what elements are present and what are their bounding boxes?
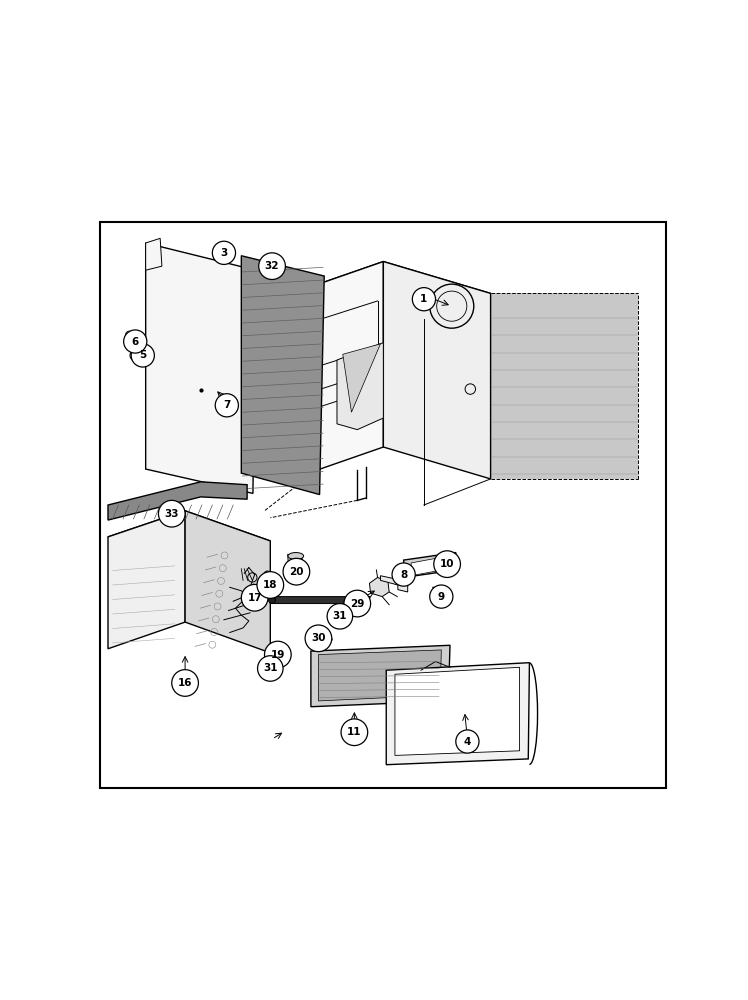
Text: 33: 33 bbox=[165, 509, 179, 519]
Polygon shape bbox=[337, 343, 383, 430]
Text: 4: 4 bbox=[464, 737, 471, 747]
Circle shape bbox=[305, 625, 332, 652]
Circle shape bbox=[212, 241, 236, 264]
Text: 9: 9 bbox=[438, 592, 445, 602]
Ellipse shape bbox=[288, 553, 304, 559]
Text: 6: 6 bbox=[132, 337, 139, 347]
Circle shape bbox=[429, 585, 453, 608]
Text: 31: 31 bbox=[263, 663, 278, 673]
Text: 20: 20 bbox=[289, 567, 304, 577]
Polygon shape bbox=[146, 243, 256, 493]
Circle shape bbox=[123, 330, 147, 353]
Circle shape bbox=[327, 604, 352, 629]
Text: 10: 10 bbox=[440, 559, 454, 569]
Polygon shape bbox=[288, 554, 304, 577]
Circle shape bbox=[259, 253, 286, 279]
Text: 18: 18 bbox=[263, 580, 278, 590]
Circle shape bbox=[392, 563, 415, 586]
Ellipse shape bbox=[269, 597, 275, 604]
Polygon shape bbox=[343, 344, 381, 412]
Circle shape bbox=[215, 394, 239, 417]
Circle shape bbox=[412, 288, 435, 311]
Polygon shape bbox=[316, 262, 383, 470]
Polygon shape bbox=[311, 645, 450, 707]
Circle shape bbox=[257, 572, 283, 598]
Polygon shape bbox=[411, 556, 448, 576]
Text: 5: 5 bbox=[139, 350, 147, 360]
Polygon shape bbox=[381, 576, 408, 592]
Circle shape bbox=[434, 551, 461, 577]
Polygon shape bbox=[146, 238, 162, 270]
Polygon shape bbox=[316, 262, 491, 319]
Circle shape bbox=[341, 719, 368, 746]
Polygon shape bbox=[272, 597, 370, 604]
Text: 29: 29 bbox=[350, 599, 364, 609]
Circle shape bbox=[456, 730, 479, 753]
Text: 17: 17 bbox=[248, 593, 262, 603]
Polygon shape bbox=[108, 511, 270, 567]
Polygon shape bbox=[108, 511, 185, 649]
Circle shape bbox=[265, 641, 291, 668]
Polygon shape bbox=[386, 663, 530, 765]
Text: 1: 1 bbox=[420, 294, 428, 304]
Circle shape bbox=[242, 584, 268, 611]
Text: 16: 16 bbox=[178, 678, 192, 688]
Polygon shape bbox=[404, 553, 456, 577]
Circle shape bbox=[172, 670, 198, 696]
Text: 30: 30 bbox=[311, 633, 325, 643]
Text: 32: 32 bbox=[265, 261, 279, 271]
Circle shape bbox=[283, 558, 310, 585]
Text: 8: 8 bbox=[400, 570, 407, 580]
Polygon shape bbox=[383, 262, 491, 479]
Circle shape bbox=[257, 656, 283, 681]
Polygon shape bbox=[491, 293, 638, 479]
Text: 11: 11 bbox=[347, 727, 361, 737]
Text: 3: 3 bbox=[221, 248, 227, 258]
Text: 31: 31 bbox=[333, 611, 347, 621]
FancyBboxPatch shape bbox=[100, 222, 666, 788]
Polygon shape bbox=[108, 482, 247, 520]
Circle shape bbox=[131, 344, 154, 367]
Text: 19: 19 bbox=[271, 650, 285, 660]
Polygon shape bbox=[395, 667, 520, 755]
Circle shape bbox=[344, 590, 370, 617]
Polygon shape bbox=[185, 511, 270, 653]
Text: 7: 7 bbox=[223, 400, 230, 410]
Polygon shape bbox=[370, 577, 389, 597]
Polygon shape bbox=[242, 256, 324, 495]
Circle shape bbox=[159, 500, 185, 527]
Polygon shape bbox=[319, 650, 441, 701]
